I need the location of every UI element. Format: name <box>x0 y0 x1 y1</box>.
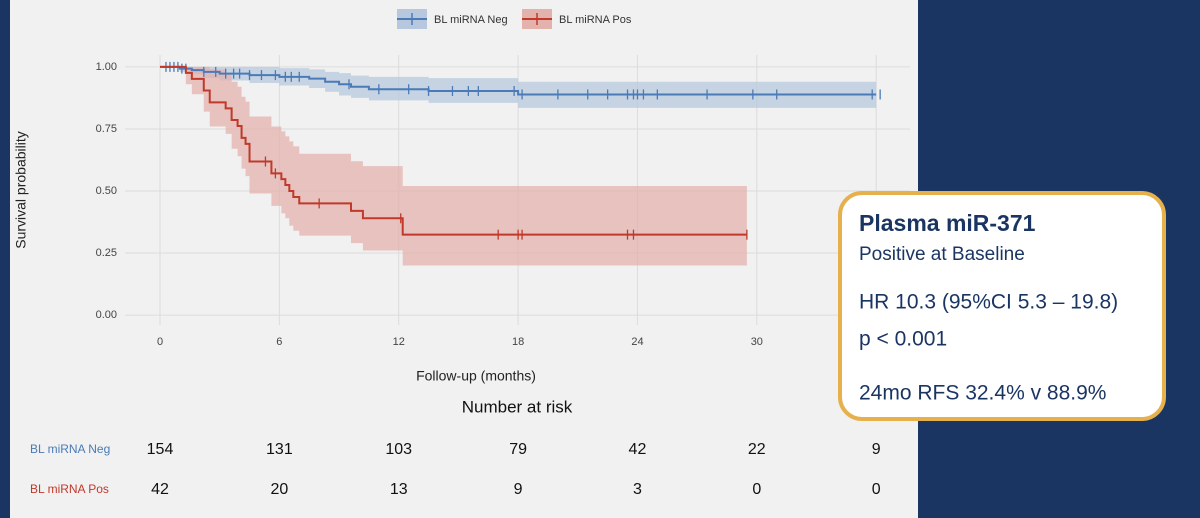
risk-count: 131 <box>266 441 293 458</box>
confidence-band <box>160 66 877 108</box>
callout-subtitle: Positive at Baseline <box>859 244 1025 265</box>
risk-count: 0 <box>752 481 761 498</box>
risk-count: 42 <box>629 441 647 458</box>
y-tick-label: 0.50 <box>96 185 117 197</box>
callout-line: 24mo RFS 32.4% v 88.9% <box>859 382 1106 405</box>
risk-count: 9 <box>872 441 881 458</box>
risk-table-title: Number at risk <box>462 397 573 416</box>
risk-count: 9 <box>514 481 523 498</box>
x-tick-label: 6 <box>276 336 282 348</box>
survival-curve <box>160 65 747 236</box>
x-tick-label: 18 <box>512 336 524 348</box>
callout-line: HR 10.3 (95%CI 5.3 – 19.8) <box>859 291 1118 314</box>
x-tick-label: 12 <box>393 336 405 348</box>
risk-count: 0 <box>872 481 881 498</box>
x-tick-label: 30 <box>751 336 763 348</box>
survival-curve <box>160 65 877 96</box>
callout: Plasma miR-371 Positive at Baseline HR 1… <box>838 191 1166 421</box>
risk-row-label: BL miRNA Neg <box>30 442 110 456</box>
x-axis-label: Follow-up (months) <box>416 368 536 384</box>
risk-row-label: BL miRNA Pos <box>30 482 109 496</box>
confidence-band <box>160 66 747 266</box>
risk-count: 79 <box>509 441 527 458</box>
callout-title: Plasma miR-371 <box>859 210 1036 236</box>
y-tick-label: 0.25 <box>96 247 117 259</box>
risk-count: 3 <box>633 481 642 498</box>
risk-count: 20 <box>270 481 288 498</box>
legend-label: BL miRNA Pos <box>559 14 632 26</box>
callout-line: p < 0.001 <box>859 328 947 351</box>
risk-count: 13 <box>390 481 408 498</box>
risk-count: 22 <box>748 441 766 458</box>
risk-count: 42 <box>151 481 169 498</box>
x-tick-label: 0 <box>157 336 163 348</box>
callout-box <box>838 191 1166 421</box>
risk-count: 154 <box>147 441 174 458</box>
risk-count: 103 <box>385 441 412 458</box>
y-axis-label: Survival probability <box>13 131 29 249</box>
x-tick-label: 24 <box>631 336 643 348</box>
legend-label: BL miRNA Neg <box>434 14 508 26</box>
y-tick-label: 0.00 <box>96 309 117 321</box>
y-tick-label: 1.00 <box>96 61 117 73</box>
plot: 0.000.250.500.751.00061218243036 <box>96 55 910 348</box>
y-tick-label: 0.75 <box>96 123 117 135</box>
